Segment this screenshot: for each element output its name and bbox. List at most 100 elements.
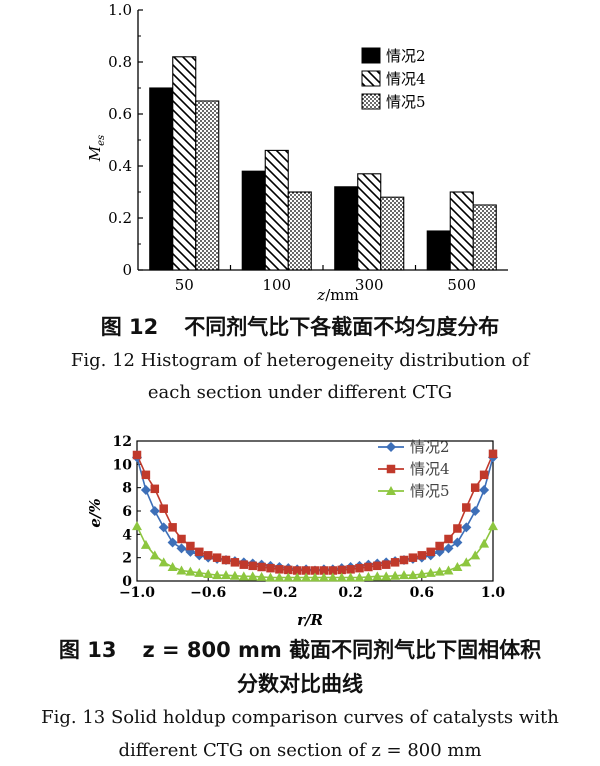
legend-label: 情况4 bbox=[386, 70, 426, 88]
figure-12: 0 0.2 0.4 0.6 0.8 1.0 50 100 300 500 情况2 情况4 情况5 Me… bbox=[0, 0, 600, 305]
bar bbox=[241, 170, 266, 271]
bar bbox=[472, 204, 497, 271]
data-point bbox=[177, 534, 186, 544]
data-point bbox=[488, 521, 498, 531]
data-point bbox=[434, 566, 445, 576]
bar-y-tick-label: 0.2 bbox=[108, 209, 132, 227]
data-point bbox=[141, 470, 151, 480]
data-point bbox=[167, 562, 178, 571]
data-point bbox=[319, 566, 329, 575]
bar-y-tick-label: 0.6 bbox=[108, 105, 132, 123]
data-point bbox=[292, 566, 302, 575]
data-point bbox=[328, 566, 338, 575]
data-point bbox=[292, 572, 303, 582]
data-point bbox=[168, 523, 177, 532]
data-point bbox=[444, 534, 453, 544]
data-point bbox=[470, 506, 481, 516]
data-point bbox=[461, 557, 472, 567]
data-point bbox=[256, 571, 267, 581]
data-point bbox=[229, 570, 240, 580]
data-point bbox=[265, 572, 276, 582]
data-point bbox=[186, 541, 195, 551]
data-point bbox=[399, 570, 409, 580]
data-point bbox=[194, 567, 205, 577]
legend-label: 情况4 bbox=[410, 460, 450, 478]
fig13-title-cn-1: z = 800 mm 截面不同剂气比下固相体积 bbox=[142, 638, 542, 662]
data-point bbox=[434, 546, 445, 557]
data-point bbox=[327, 572, 338, 582]
fig12-caption-cn: 图 12 不同剂气比下各截面不均匀度分布 bbox=[0, 311, 600, 341]
data-point bbox=[318, 572, 329, 582]
line-y-tick-label: 8 bbox=[122, 481, 132, 497]
bar-x-tick-label: 300 bbox=[355, 276, 384, 294]
data-point bbox=[266, 563, 275, 573]
data-point bbox=[479, 538, 490, 548]
data-point bbox=[435, 541, 444, 551]
bar-y-tick-label: 0.8 bbox=[108, 53, 132, 71]
data-point bbox=[284, 565, 293, 575]
bar-chart: 0 0.2 0.4 0.6 0.8 1.0 50 100 300 500 情况2 情况4 情况5 Me… bbox=[86, 1, 508, 304]
legend-swatch bbox=[361, 70, 381, 87]
data-point bbox=[301, 572, 312, 582]
data-point bbox=[479, 470, 489, 480]
data-point bbox=[426, 547, 435, 557]
data-point bbox=[248, 561, 257, 571]
legend-swatch bbox=[361, 93, 381, 110]
bar bbox=[172, 56, 197, 271]
data-point bbox=[479, 485, 490, 495]
bar bbox=[449, 191, 474, 271]
bar-x-tick-label: 50 bbox=[175, 276, 194, 294]
data-point bbox=[386, 486, 396, 495]
line-x-tick-label: 1.0 bbox=[481, 585, 506, 601]
fig13-caption-cn-1: 图 13 z = 800 mm 截面不同剂气比下固相体积 bbox=[0, 634, 600, 664]
data-point bbox=[453, 524, 462, 533]
bar bbox=[380, 196, 405, 271]
legend-label: 情况5 bbox=[410, 482, 450, 500]
bar bbox=[264, 149, 289, 271]
fig12-title-cn: 不同剂气比下各截面不均匀度分布 bbox=[184, 315, 500, 339]
data-point bbox=[132, 450, 142, 460]
bar-x-tick-label: 500 bbox=[447, 276, 476, 294]
data-point bbox=[310, 566, 320, 575]
data-point bbox=[301, 566, 311, 575]
data-point bbox=[247, 571, 258, 581]
data-point bbox=[149, 550, 160, 560]
data-point bbox=[212, 553, 222, 562]
data-point bbox=[140, 485, 151, 495]
data-point bbox=[239, 560, 249, 569]
data-point bbox=[221, 570, 231, 580]
line-x-tick-label: −0.6 bbox=[190, 585, 226, 601]
line-xlabel: r/R bbox=[297, 611, 323, 629]
bar bbox=[426, 230, 451, 271]
data-point bbox=[310, 572, 320, 582]
data-point bbox=[337, 565, 346, 575]
line-ylabel: e/% bbox=[86, 498, 104, 527]
data-point bbox=[185, 546, 196, 557]
line-x-tick-label: 0.6 bbox=[410, 585, 434, 601]
line-x-tick-label: −1.0 bbox=[119, 585, 155, 601]
bar-y-tick-label: 1.0 bbox=[108, 1, 132, 19]
fig13-number: 图 13 bbox=[58, 638, 117, 662]
legend-label: 情况2 bbox=[386, 47, 426, 65]
bar-ylabel: Mes bbox=[86, 135, 107, 162]
data-point bbox=[372, 571, 383, 581]
data-point bbox=[354, 572, 365, 582]
data-point bbox=[230, 558, 240, 567]
data-point bbox=[158, 522, 169, 533]
data-point bbox=[345, 572, 356, 582]
data-point bbox=[452, 537, 463, 548]
data-point bbox=[149, 506, 160, 516]
line-x-tick-label: 0.2 bbox=[338, 585, 362, 601]
line-y-tick-label: 2 bbox=[122, 551, 132, 567]
data-point bbox=[176, 543, 187, 554]
data-point bbox=[283, 572, 294, 582]
data-point bbox=[221, 555, 231, 565]
data-point bbox=[158, 557, 169, 567]
data-point bbox=[381, 560, 391, 569]
data-point bbox=[417, 551, 427, 560]
data-point bbox=[140, 539, 151, 549]
data-point bbox=[390, 558, 400, 567]
line-y-tick-label: 4 bbox=[122, 527, 132, 543]
fig12-caption-en-1: Fig. 12 Histogram of heterogeneity distr… bbox=[70, 350, 530, 371]
line-y-tick-label: 10 bbox=[113, 457, 133, 473]
